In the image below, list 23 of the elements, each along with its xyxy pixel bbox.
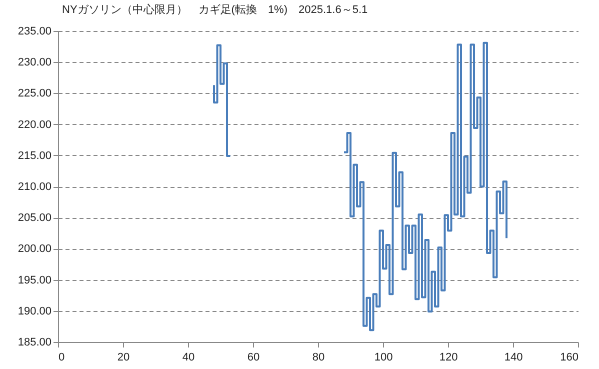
y-tick-label: 190.00 [18, 305, 52, 318]
x-tick-label: 0 [58, 352, 65, 364]
y-tick-label: 220.00 [18, 118, 52, 131]
chart-title: NYガソリン（中心限月） カギ足(転換 1%) 2025.1.6～5.1 [62, 3, 368, 16]
y-tick-label: 210.00 [18, 181, 52, 193]
line-series [213, 44, 232, 158]
y-tick-label: 185.00 [18, 336, 52, 348]
x-tick-label: 100 [374, 352, 393, 364]
y-tick-label: 225.00 [18, 88, 52, 100]
y-tick-label: 230.00 [18, 56, 52, 69]
x-tick-label: 140 [504, 352, 523, 364]
y-tick-label: 205.00 [18, 212, 52, 224]
x-tick-label: 60 [247, 352, 260, 364]
x-tick-label: 160 [560, 352, 578, 364]
y-tick-label: 200.00 [18, 243, 52, 256]
y-tick-label: 235.00 [18, 26, 52, 38]
x-tick-label: 120 [439, 352, 458, 364]
x-tick-label: 20 [117, 352, 130, 364]
y-tick-label: 215.00 [18, 150, 52, 162]
line-series [343, 42, 508, 332]
x-tick-label: 80 [312, 352, 325, 364]
y-tick-label: 195.00 [18, 274, 52, 286]
x-tick-label: 40 [182, 352, 195, 364]
